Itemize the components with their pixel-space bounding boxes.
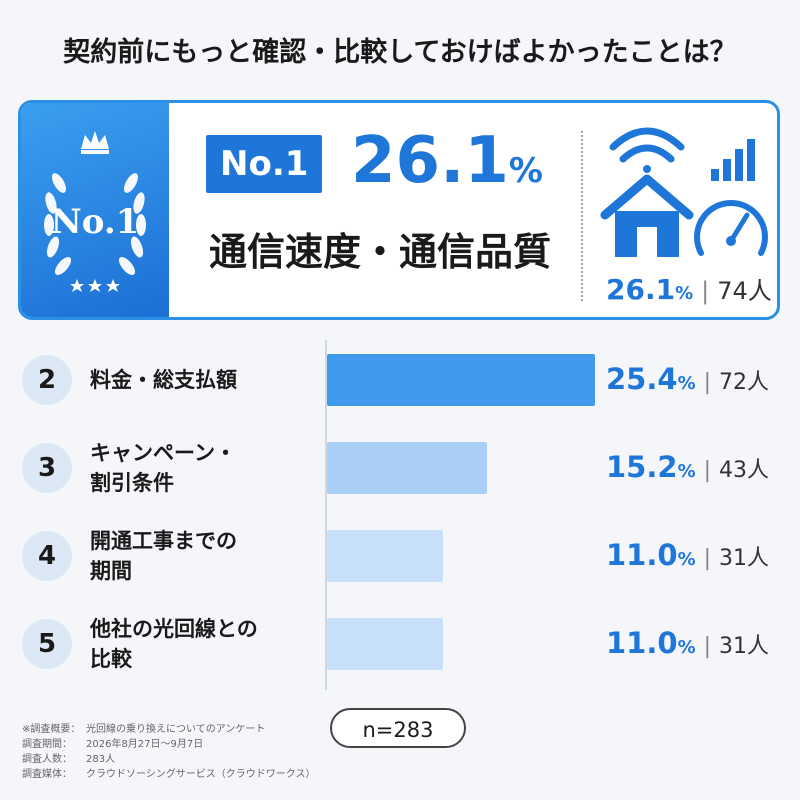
percent-value: 11.0% — [606, 626, 696, 660]
top-percent-value: 26.1 — [351, 124, 509, 198]
top-sub-percent: 26.1 — [606, 273, 676, 306]
category-label-line: 比較 — [90, 647, 132, 671]
percent-value: 11.0% — [606, 538, 696, 572]
footnote-line: ※調査概要： 光回線の乗り換えについてのアンケート — [22, 724, 266, 735]
respondent-count: 31人 — [719, 546, 770, 571]
footnote-line: 調査期間： 2026年8月27日～9月7日 — [22, 739, 204, 750]
top-sub-count: 74人 — [717, 277, 772, 305]
wifi-icon — [609, 127, 685, 173]
bar — [327, 354, 595, 406]
percent-value: 25.4% — [606, 362, 696, 396]
top-result-summary: 26.1% | 74人 — [606, 273, 772, 306]
bar — [327, 618, 443, 670]
footnote-line: 調査媒体： クラウドソーシングサービス（クラウドワークス） — [22, 769, 316, 780]
chart-title: 契約前にもっと確認・比較しておけばよかったことは？ — [63, 37, 737, 68]
bar — [327, 530, 443, 582]
rank-number: 2 — [22, 355, 72, 405]
ranking-row: 5 他社の光回線との 比較 11.0% | 31人 — [0, 604, 800, 684]
speedometer-icon — [694, 200, 768, 256]
top-percent: 26.1% — [351, 121, 543, 211]
bar-axis-line — [325, 340, 327, 690]
category-label: 他社の光回線との 比較 — [90, 614, 315, 674]
ranking-row: 3 キャンペーン・ 割引条件 15.2% | 43人 — [0, 428, 800, 508]
no1-chip: No.1 — [206, 135, 323, 193]
top-percent-unit: % — [508, 151, 543, 191]
category-label: キャンペーン・ 割引条件 — [90, 438, 315, 498]
category-label: 料金・総支払額 — [90, 365, 315, 395]
category-label-line: 開通工事までの — [90, 529, 237, 553]
ranking-row: 2 料金・総支払額 25.4% | 72人 — [0, 340, 800, 420]
value-label: 25.4% | 72人 — [606, 362, 770, 396]
rank-number: 5 — [22, 619, 72, 669]
value-label: 11.0% | 31人 — [606, 538, 770, 572]
respondent-count: 43人 — [719, 458, 770, 483]
footnote-line: 調査人数： 283人 — [22, 754, 116, 765]
value-label: 11.0% | 31人 — [606, 626, 770, 660]
rank-number: 4 — [22, 531, 72, 581]
top-result-card: No.1 No.1 26.1% 通信速度・通信品質 — [18, 100, 780, 320]
signal-bars-icon — [711, 139, 755, 181]
top-sub-unit: % — [675, 283, 694, 304]
respondent-count: 31人 — [719, 634, 770, 659]
category-label: 開通工事までの 期間 — [90, 526, 315, 586]
house-icon — [600, 174, 694, 257]
survey-footnote: ※調査概要： 光回線の乗り換えについてのアンケート 調査期間： 2026年8月27日… — [22, 722, 316, 782]
category-label-line: 期間 — [90, 559, 132, 583]
rank-number: 3 — [22, 443, 72, 493]
rank-badge-text: No.1 — [51, 202, 140, 242]
stars-icon — [70, 279, 120, 292]
value-label: 15.2% | 43人 — [606, 450, 770, 484]
category-label-line: 料金・総支払額 — [90, 368, 237, 392]
ranking-row: 4 開通工事までの 期間 11.0% | 31人 — [0, 516, 800, 596]
category-label-line: 他社の光回線との — [90, 617, 258, 641]
top-category-label: 通信速度・通信品質 — [209, 230, 552, 274]
respondent-count: 72人 — [719, 370, 770, 395]
rank-badge-panel: No.1 — [21, 103, 169, 317]
percent-value: 15.2% — [606, 450, 696, 484]
category-label-line: 割引条件 — [90, 471, 174, 495]
category-label-line: キャンペーン・ — [90, 441, 236, 465]
crown-icon — [81, 131, 109, 154]
sample-size-badge: n=283 — [330, 708, 466, 748]
hero-divider — [581, 131, 583, 301]
laurel-icon — [44, 173, 146, 276]
bar — [327, 442, 487, 494]
